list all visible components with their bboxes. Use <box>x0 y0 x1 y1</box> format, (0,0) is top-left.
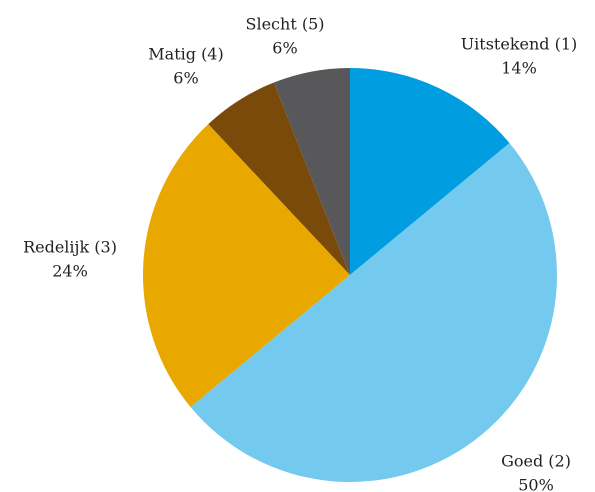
slice-value-label: 14% <box>501 59 537 78</box>
slice-value-label: 50% <box>518 476 554 492</box>
pie-slice <box>273 68 350 275</box>
slice-label: Redelijk (3) <box>23 238 117 257</box>
slice-label: Matig (4) <box>148 45 223 64</box>
slice-value-label: 24% <box>52 262 88 281</box>
slice-label: Uitstekend (1) <box>461 35 578 54</box>
pie-slice <box>350 68 510 275</box>
slice-value-label: 6% <box>272 39 297 58</box>
pie-slice <box>143 124 350 407</box>
slice-value-label: 6% <box>173 69 198 88</box>
pie-slice <box>208 82 350 275</box>
slice-label: Goed (2) <box>501 452 571 471</box>
slice-label: Slecht (5) <box>246 15 325 34</box>
pie-slice <box>190 143 557 483</box>
